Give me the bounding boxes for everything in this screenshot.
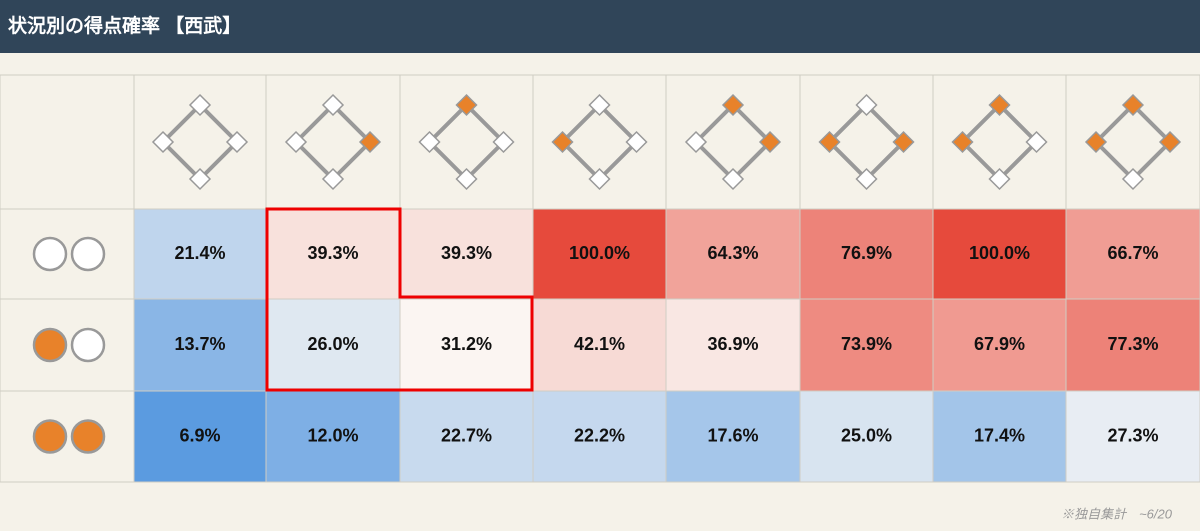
heat-cell <box>665 208 801 300</box>
base <box>1025 130 1048 154</box>
out-indicator <box>32 419 68 454</box>
heat-cell <box>932 390 1067 483</box>
cell-value: 76.9% <box>841 243 892 263</box>
base <box>1121 93 1145 117</box>
cell-value: 27.3% <box>1107 425 1158 445</box>
base <box>951 130 974 154</box>
base <box>188 167 212 191</box>
heat-cell <box>532 298 667 392</box>
heat-cell <box>1065 208 1200 300</box>
base <box>855 93 878 117</box>
out-indicator <box>32 327 68 363</box>
cell-value: 31.2% <box>441 334 492 354</box>
cell-value: 67.9% <box>974 334 1025 354</box>
base <box>1084 130 1108 154</box>
heat-cell <box>799 298 934 392</box>
base <box>321 93 345 117</box>
heat-cell <box>799 208 934 300</box>
base <box>588 93 611 117</box>
highlight-outline <box>265 207 534 392</box>
base <box>1121 167 1145 191</box>
cell-value: 6.9% <box>179 425 220 445</box>
heat-cell <box>665 390 801 483</box>
cell-value: 42.1% <box>574 334 625 354</box>
cell-value: 17.4% <box>974 425 1025 445</box>
base <box>625 130 648 154</box>
heat-cell <box>1065 298 1200 392</box>
heat-cell <box>133 298 267 392</box>
out-indicator <box>70 236 106 272</box>
cell-value: 73.9% <box>841 334 892 354</box>
cell-value: 100.0% <box>569 243 630 263</box>
cell-value: 22.2% <box>574 425 625 445</box>
base <box>988 167 1011 191</box>
heat-cell <box>532 208 667 300</box>
cell-value: 77.3% <box>1107 334 1158 354</box>
base <box>721 167 745 191</box>
base <box>492 130 515 154</box>
base <box>588 167 611 191</box>
heat-cell <box>399 298 534 392</box>
heat-cell <box>532 390 667 483</box>
heat-cell <box>265 298 401 392</box>
base <box>455 93 478 117</box>
base <box>818 130 841 154</box>
out-indicator <box>70 327 106 363</box>
heat-cell <box>1065 390 1200 483</box>
header-cell <box>0 74 135 210</box>
base <box>188 93 212 117</box>
base <box>455 167 478 191</box>
base <box>225 130 249 154</box>
cell-value: 39.3% <box>307 243 358 263</box>
out-indicator <box>32 236 68 272</box>
cell-value: 21.4% <box>174 243 225 263</box>
base <box>418 130 441 154</box>
base <box>151 130 175 154</box>
cell-value: 39.3% <box>441 243 492 263</box>
cell-value: 25.0% <box>841 425 892 445</box>
base <box>321 167 345 191</box>
base <box>855 167 878 191</box>
cell-value: 26.0% <box>307 334 358 354</box>
base <box>758 130 782 154</box>
cell-value: 64.3% <box>707 243 758 263</box>
base <box>684 130 708 154</box>
base <box>1158 130 1182 154</box>
base <box>988 93 1011 117</box>
base <box>358 130 382 154</box>
base <box>721 93 745 117</box>
footnote: ※独自集計 ~6/20 <box>1061 506 1173 521</box>
base <box>892 130 915 154</box>
cell-value: 100.0% <box>969 243 1030 263</box>
heat-cell <box>265 390 401 483</box>
cell-value: 17.6% <box>707 425 758 445</box>
heat-cell <box>399 208 534 300</box>
out-indicator <box>70 419 106 454</box>
cell-value: 66.7% <box>1107 243 1158 263</box>
title: 状況別の得点確率 【西武】 <box>8 14 241 37</box>
base <box>551 130 574 154</box>
heat-cell <box>133 208 267 300</box>
cell-value: 36.9% <box>707 334 758 354</box>
base <box>284 130 308 154</box>
cell-value: 12.0% <box>307 425 358 445</box>
cell-value: 22.7% <box>441 425 492 445</box>
cell-value: 13.7% <box>174 334 225 354</box>
title-bar <box>0 0 1200 53</box>
heat-cell <box>265 208 401 300</box>
heat-cell <box>133 390 267 483</box>
heat-cell <box>932 298 1067 392</box>
heat-cell <box>799 390 934 483</box>
